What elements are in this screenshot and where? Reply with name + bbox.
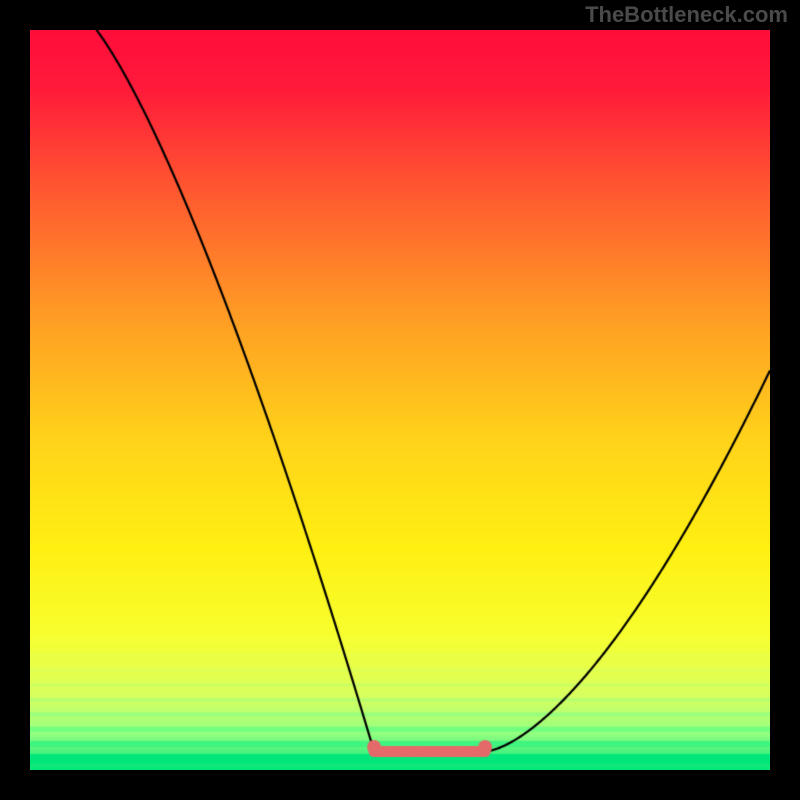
watermark-text: TheBottleneck.com (585, 2, 788, 28)
bottleneck-chart-canvas (30, 30, 770, 770)
plot-area (30, 30, 770, 770)
